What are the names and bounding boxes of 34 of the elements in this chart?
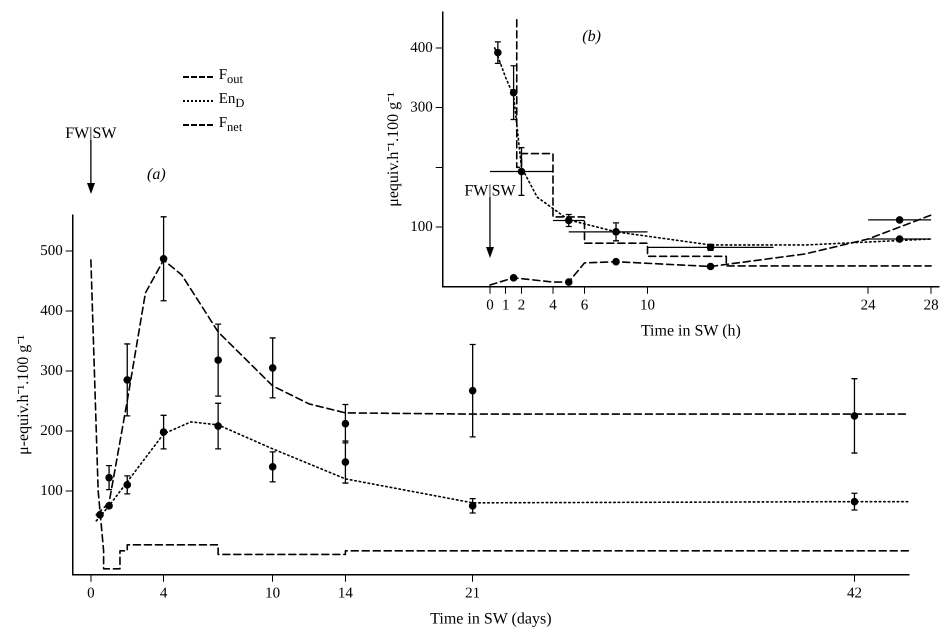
x-tick-label: 21 (465, 586, 480, 602)
y-tick-label: 300 (410, 100, 433, 116)
x-tick-label: 6 (580, 298, 589, 314)
x-tick-label: 42 (846, 586, 862, 602)
y-axis-title: μequiv.h⁻¹.100 g⁻¹ (384, 92, 402, 207)
ref-line-label: FW|SW (65, 125, 118, 142)
y-tick-label: 400 (40, 302, 63, 319)
x-tick-label: 4 (160, 586, 168, 602)
legend-label: F$_{out}$ (218, 66, 244, 88)
x-tick-label: 14 (338, 586, 354, 602)
x-tick-label: 0 (87, 586, 95, 602)
x-tick-label: 0 (486, 298, 494, 314)
legend-label: F$_{net}$ (218, 114, 242, 136)
x-tick-label: 10 (640, 298, 656, 314)
y-tick-label: 300 (40, 362, 63, 379)
line-series (90, 259, 909, 570)
y-axis-title: μ-equiv.h⁻¹.100 g⁻¹ (14, 334, 32, 455)
x-tick-label: 2 (518, 298, 526, 314)
x-tick-label: 28 (924, 298, 939, 314)
y-tick-label: 100 (410, 219, 433, 235)
ref-line-label: FW|SW (464, 182, 516, 200)
y-tick-label: 400 (410, 40, 433, 56)
x-tick-label: 10 (265, 586, 280, 602)
x-tick-label: 4 (549, 298, 558, 314)
y-tick-label: 200 (40, 422, 63, 439)
x-axis-title: Time in SW (days) (430, 610, 552, 628)
text: (a) (147, 166, 166, 184)
y-tick-label: 500 (40, 242, 63, 259)
annotation: (b) (582, 28, 601, 46)
legend-label: En$_{D}$ (218, 90, 244, 112)
x-axis-title: Time in SW (h) (640, 322, 741, 340)
y-tick-label: 100 (40, 482, 63, 499)
x-tick-label: 1 (502, 298, 510, 314)
x-tick-label: 24 (860, 298, 876, 314)
